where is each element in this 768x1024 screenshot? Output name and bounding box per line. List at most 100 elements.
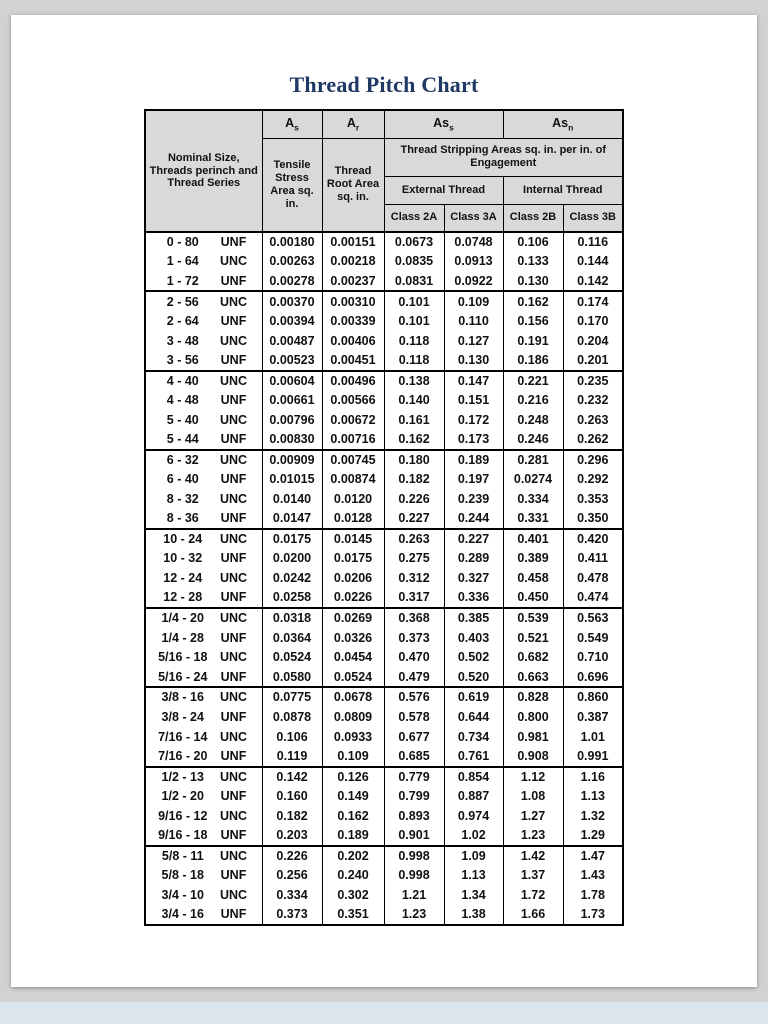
size-series-wrap: 5/8 - 11 UNC [146,847,262,866]
value-cell: 0.296 [562,448,624,470]
value-cell: 0.644 [443,707,504,727]
table-header: Nominal Size, Threads perinch and Thread… [144,109,624,233]
value-cell: 0.0678 [321,686,385,708]
value-cell: 0.521 [502,627,564,648]
table-row: 12 - 28 UNF 0.0258 0.0226 0.317 0.336 0.450 0.4… [144,588,624,609]
value-cell: 0.474 [562,588,624,609]
size-cell: 1 - 64 UNC [144,251,263,272]
size-cell: 12 - 28 UNF [144,588,263,609]
size-series-wrap: 0 - 80 UNF [146,233,262,252]
size-series-wrap: 10 - 24 UNC [146,530,262,549]
size-series-wrap: 5 - 44 UNF [146,430,262,449]
value-cell: 0.387 [562,707,624,727]
thread-size: 10 - 24 [163,532,203,547]
value-cell: 1.12 [502,765,564,787]
thread-size: 3/8 - 16 [161,690,204,705]
size-cell: 6 - 32 UNC [144,448,263,470]
table-row: 1/4 - 20 UNC 0.0318 0.0269 0.368 0.385 0.539 0.… [144,607,624,628]
value-cell: 0.186 [502,350,564,371]
size-series-wrap: 3 - 56 UNF [146,351,262,370]
size-cell: 6 - 40 UNF [144,469,263,490]
value-cell: 0.149 [321,786,385,807]
size-cell: 9/16 - 18 UNF [144,825,263,846]
value-cell: 0.336 [443,588,504,609]
value-cell: 0.00394 [261,311,323,331]
value-cell: 0.828 [502,686,564,708]
size-series-wrap: 1 - 72 UNF [146,272,262,291]
value-cell: 0.174 [562,290,624,312]
value-cell: 0.991 [562,746,624,767]
value-cell: 0.00370 [261,290,323,312]
value-cell: 1.34 [443,885,504,906]
thread-size: 3 - 56 [166,352,199,367]
table-row: 5/8 - 18 UNF 0.256 0.240 0.998 1.13 1.37 1.43 [144,865,624,886]
size-series-wrap: 3/4 - 10 UNC [146,885,262,905]
thread-series: UNC [219,808,248,823]
value-cell: 1.02 [443,825,504,846]
value-cell: 0.0922 [443,271,504,292]
size-series-wrap: 5 - 40 UNC [146,410,262,430]
thread-size: 10 - 32 [163,551,203,566]
value-cell: 0.202 [321,844,385,866]
thread-size: 3 - 48 [166,333,199,348]
table-row: 1/2 - 20 UNF 0.160 0.149 0.799 0.887 1.08 1.13 [144,786,624,807]
value-cell: 0.00874 [321,469,385,490]
value-cell: 0.281 [502,448,564,470]
size-series-wrap: 1/2 - 20 UNF [146,786,262,806]
value-cell: 0.227 [443,527,504,549]
value-cell: 0.189 [443,448,504,470]
table-row: 2 - 64 UNF 0.00394 0.00339 0.101 0.110 0.156 0.… [144,311,624,331]
value-cell: 1.08 [502,786,564,807]
value-cell: 0.246 [502,429,564,450]
thread-size: 1/4 - 28 [161,630,204,645]
value-cell: 0.00604 [261,369,323,391]
value-cell: 0.0258 [261,588,323,609]
size-cell: 10 - 32 UNF [144,548,263,569]
thread-series: UNF [220,868,247,883]
symbol-base: A [346,115,356,130]
value-cell: 0.138 [383,369,445,391]
value-cell: 0.0454 [321,647,385,668]
value-cell: 0.663 [502,667,564,688]
thread-pitch-table: Nominal Size, Threads perinch and Thread… [144,109,624,926]
value-cell: 0.161 [383,410,445,430]
value-cell: 0.0206 [321,568,385,589]
size-cell: 3 - 48 UNC [144,330,263,351]
value-cell: 1.13 [562,786,624,807]
value-cell: 0.0200 [261,548,323,569]
header-external-thread: External Thread [383,175,504,205]
thread-size: 12 - 28 [163,590,203,605]
size-cell: 5/16 - 24 UNF [144,667,263,688]
value-cell: 0.133 [502,251,564,272]
size-cell: 5/8 - 11 UNC [144,844,263,866]
size-cell: 1/2 - 20 UNF [144,786,263,807]
size-cell: 1/2 - 13 UNC [144,765,263,787]
value-cell: 0.00180 [261,231,323,252]
value-cell: 0.00310 [321,290,385,312]
header-class-3b: Class 3B [562,203,624,233]
thread-series: UNC [219,294,248,309]
size-series-wrap: 12 - 28 UNF [146,588,262,607]
value-cell: 0.110 [443,311,504,331]
size-series-wrap: 3/8 - 16 UNC [146,688,262,707]
value-cell: 0.109 [443,290,504,312]
header-as-symbol: As [261,109,323,139]
symbol-sub: r [355,122,360,133]
value-cell: 1.73 [562,905,624,925]
value-cell: 0.140 [383,390,445,411]
value-cell: 0.0835 [383,251,445,272]
value-cell: 0.00218 [321,251,385,272]
size-cell: 2 - 56 UNC [144,290,263,312]
value-cell: 1.23 [502,825,564,846]
thread-size: 1 - 64 [166,254,199,269]
value-cell: 0.0269 [321,607,385,628]
thread-series: UNC [219,848,248,863]
value-cell: 0.761 [443,746,504,767]
thread-series: UNC [219,571,248,586]
size-cell: 12 - 24 UNC [144,568,263,589]
header-asn-symbol: Asn [502,109,624,139]
value-cell: 0.893 [383,806,445,826]
table-row: 10 - 24 UNC 0.0175 0.0145 0.263 0.227 0.401 0.4… [144,527,624,549]
size-series-wrap: 4 - 40 UNC [146,372,262,391]
